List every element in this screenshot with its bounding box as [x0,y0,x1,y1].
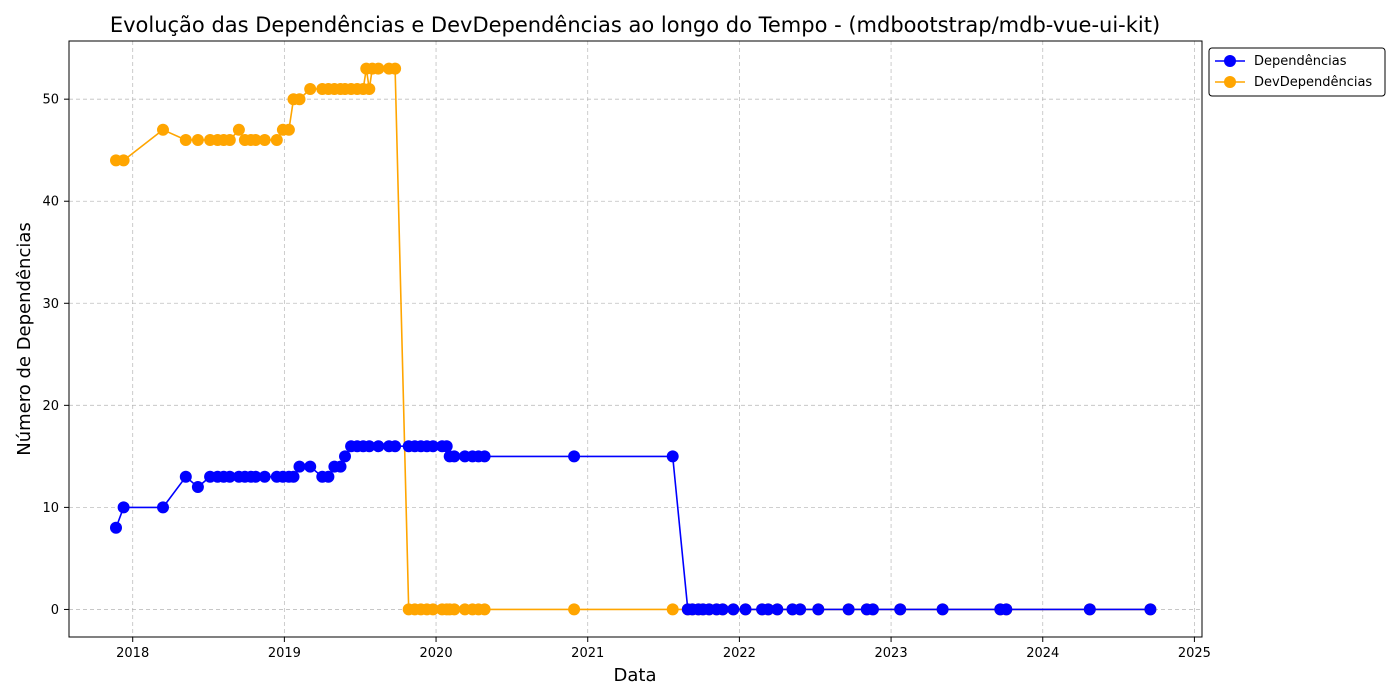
data-point-dependencias [727,603,740,616]
data-point-dependencias [339,450,351,463]
grid [69,41,1202,637]
y-tick-label: 30 [42,297,59,312]
data-point-devdependencias [270,134,283,146]
data-point-dependencias [117,501,130,514]
data-point-devdependencias [223,134,236,146]
legend-label-dependencias: Dependências [1254,54,1347,69]
data-point-devdependencias [363,83,376,95]
x-tick-label: 2023 [875,646,908,661]
data-point-dependencias [842,603,855,616]
data-point-dependencias [157,501,169,514]
data-point-dependencias [249,470,262,483]
x-tick-label: 2022 [723,646,756,661]
data-point-dependencias [716,603,729,616]
data-point-devdependencias [249,134,262,146]
x-tick-label: 2018 [116,646,149,661]
x-tick-label: 2021 [571,646,604,661]
data-point-devdependencias [157,123,169,136]
data-point-devdependencias [372,62,385,75]
data-point-devdependencias [117,154,130,167]
data-point-dependencias [110,521,122,534]
data-point-devdependencias [191,134,204,146]
data-point-dependencias [771,603,784,616]
data-point-devdependencias [179,134,192,146]
x-axis-title: Data [614,665,657,686]
series-layer [110,62,1157,616]
data-point-dependencias [866,603,879,616]
data-point-dependencias [179,470,192,483]
data-point-dependencias [1000,603,1013,616]
x-tick-label: 2025 [1178,646,1211,661]
legend: Dependências DevDependências [1208,47,1386,97]
legend-marker-dependencias [1224,55,1236,67]
data-point-dependencias [293,460,306,473]
y-tick-label: 0 [51,603,59,618]
data-point-devdependencias [282,123,295,136]
data-point-dependencias [666,450,679,463]
data-point-dependencias [427,440,439,453]
data-point-dependencias [894,603,907,616]
chart-title: Evolução das Dependências e DevDependênc… [110,13,1160,37]
data-point-dependencias [762,603,775,616]
data-point-devdependencias [568,603,581,616]
x-tick-label: 2024 [1026,646,1059,661]
series-dependencias [110,440,1157,616]
data-point-devdependencias [666,603,679,616]
data-point-dependencias [223,470,236,483]
y-tick-label: 40 [42,195,59,210]
x-axis: 2018 2019 2020 2021 2022 2023 2024 2025 [116,637,1211,661]
plot-area [68,40,1203,638]
data-point-dependencias [322,470,335,483]
x-tick-label: 2020 [420,646,453,661]
data-point-devdependencias [258,134,271,146]
data-point-devdependencias [389,62,402,75]
data-point-dependencias [363,440,376,453]
data-point-dependencias [1083,603,1096,616]
data-point-devdependencias [232,123,245,136]
y-tick-label: 10 [42,501,59,516]
data-point-devdependencias [293,93,306,106]
data-point-devdependencias [304,83,317,95]
data-point-dependencias [372,440,385,453]
data-point-dependencias [440,440,453,453]
data-point-dependencias [448,450,461,463]
y-tick-label: 50 [42,93,59,108]
data-point-dependencias [389,440,402,453]
y-axis: 0 10 20 30 40 50 [42,93,69,618]
y-axis-title: Número de Dependências [14,222,35,456]
y-tick-label: 20 [42,399,59,414]
data-point-dependencias [739,603,752,616]
data-point-devdependencias [478,603,491,616]
legend-box [1208,47,1386,97]
data-point-dependencias [191,481,204,493]
data-point-dependencias [334,460,347,473]
data-point-devdependencias [448,603,461,616]
data-point-dependencias [478,450,491,463]
legend-marker-devdependencias [1224,76,1236,88]
data-point-dependencias [1144,603,1157,616]
data-point-dependencias [287,470,300,483]
x-tick-label: 2019 [268,646,301,661]
data-point-dependencias [258,470,271,483]
data-point-dependencias [936,603,949,616]
data-point-dependencias [304,460,317,473]
data-point-dependencias [794,603,807,616]
data-point-devdependencias [427,603,439,616]
data-point-dependencias [812,603,825,616]
data-point-dependencias [568,450,581,463]
legend-label-devdependencias: DevDependências [1254,75,1372,90]
